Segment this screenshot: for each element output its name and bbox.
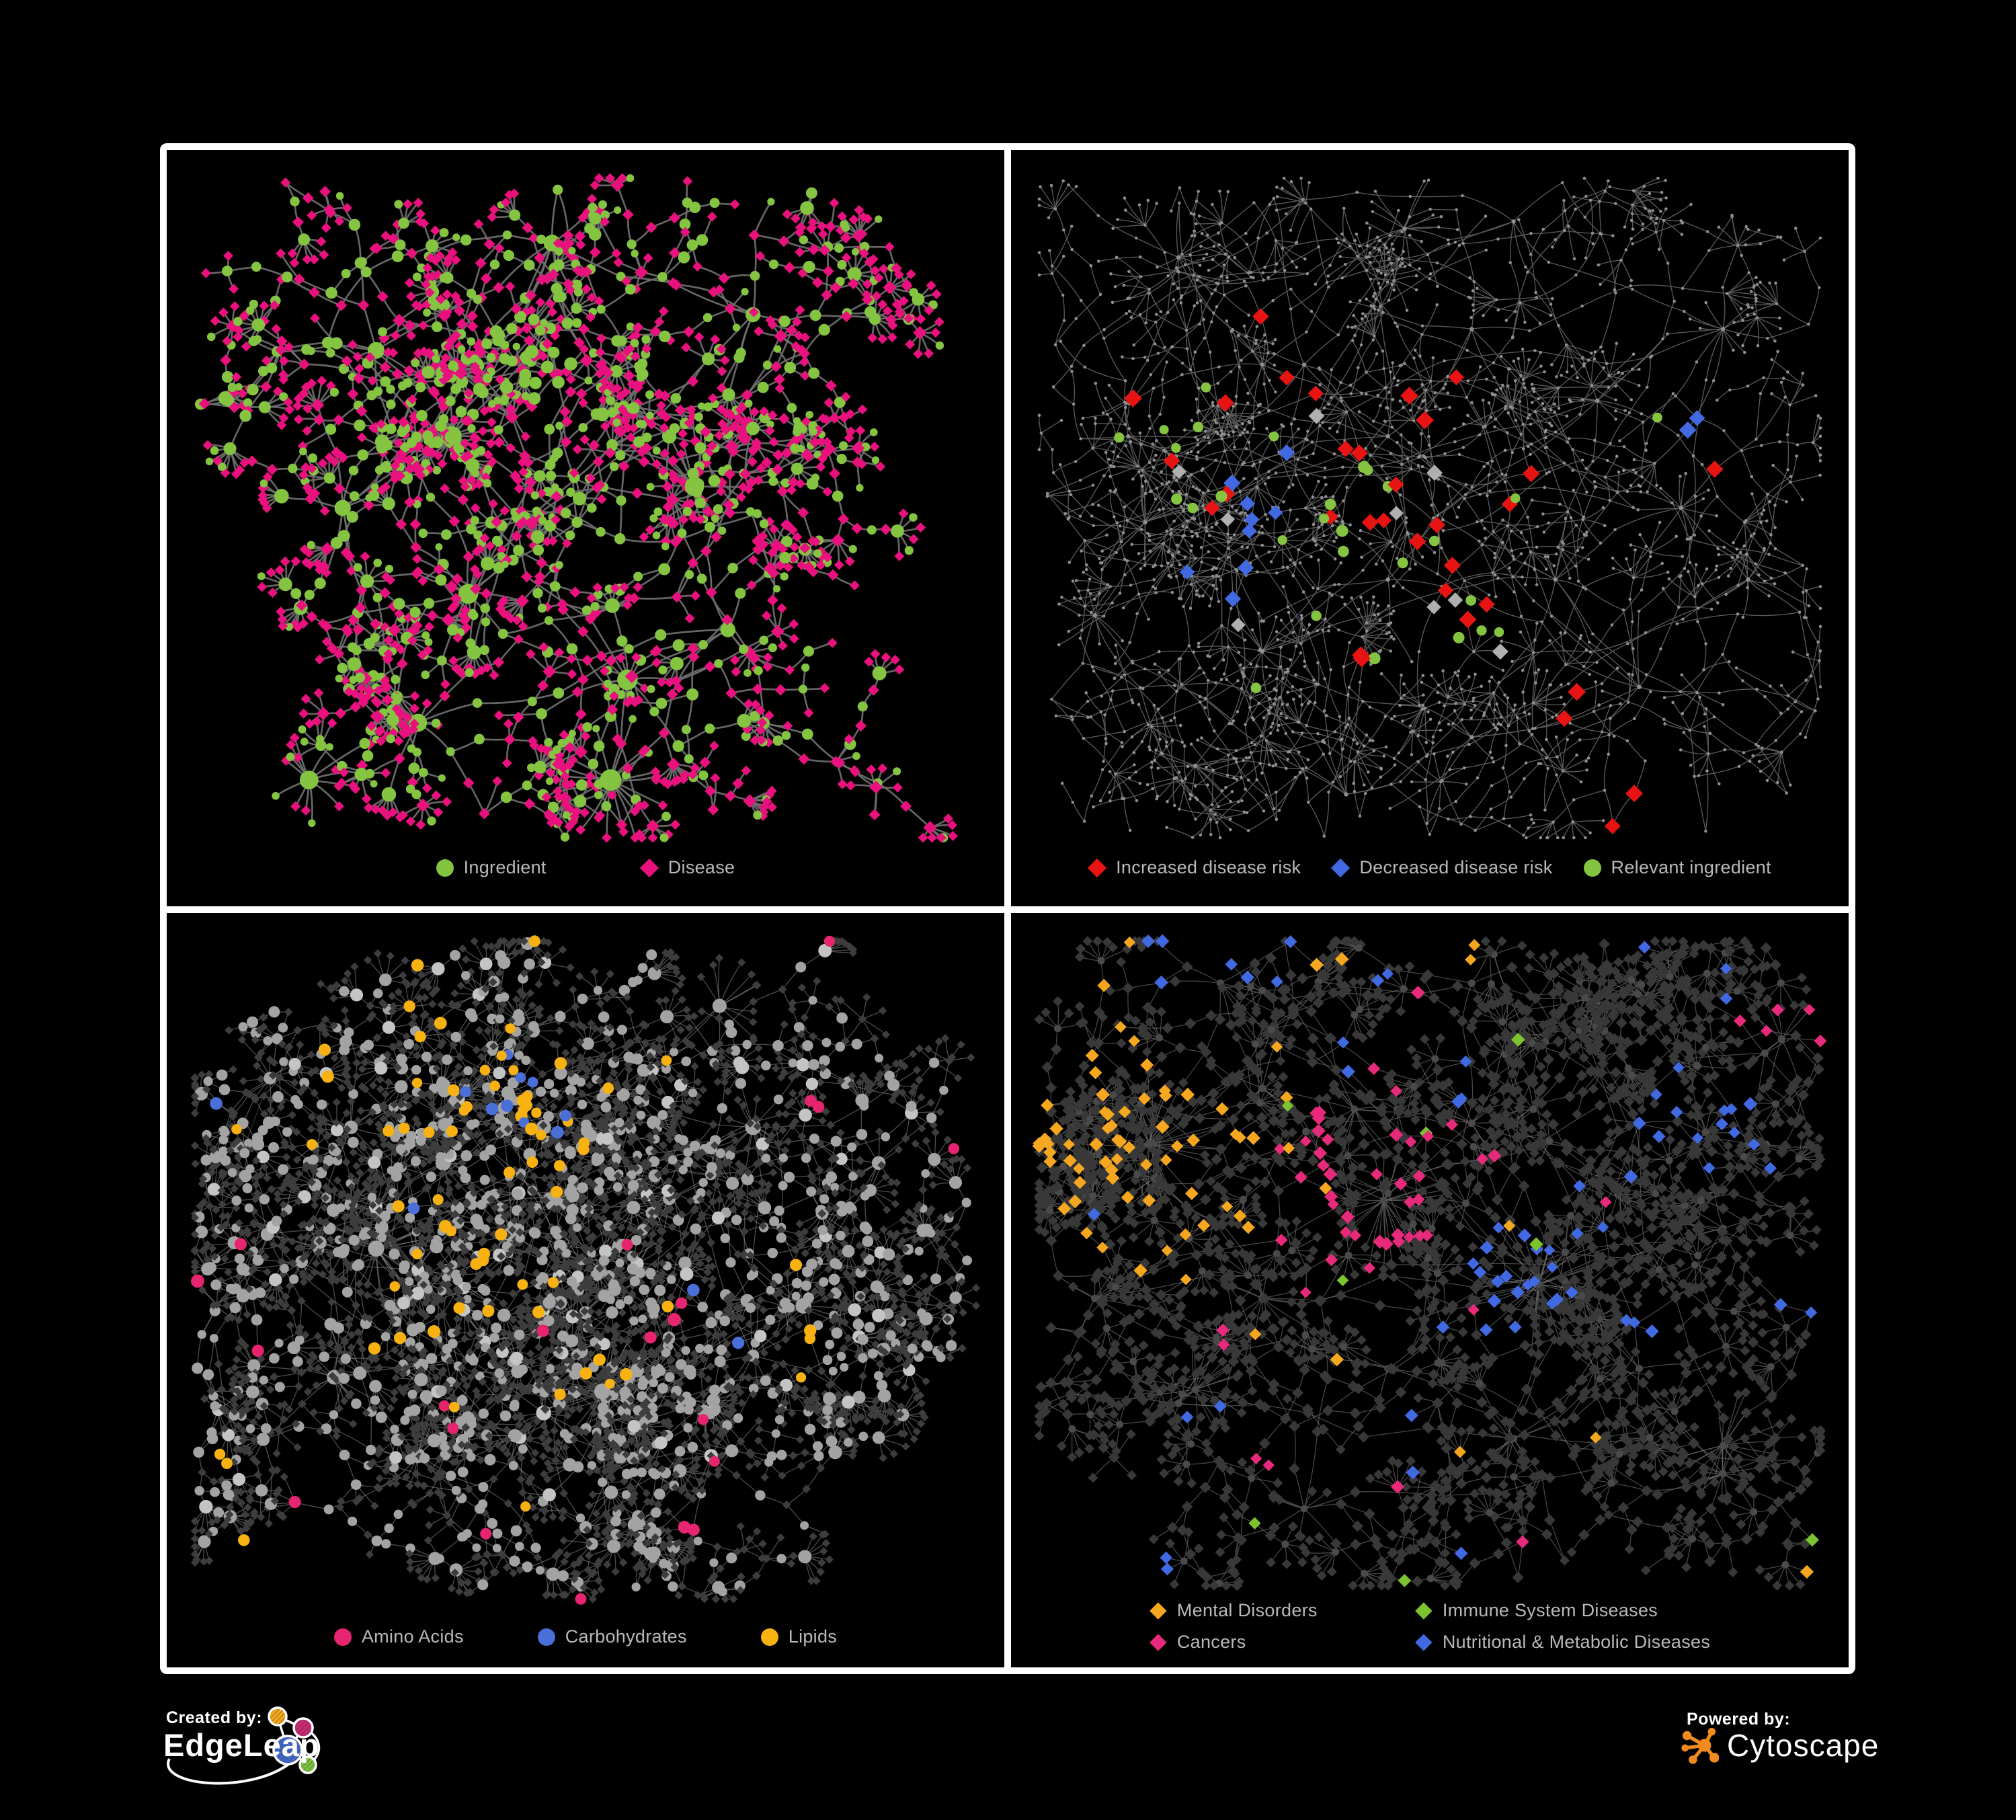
legend-ingredient-disease: Ingredient Disease xyxy=(167,857,1004,878)
created-by-label: Created by: xyxy=(166,1708,262,1728)
nutritional-metabolic-diseases-marker xyxy=(1415,1633,1433,1651)
legend-label: Relevant ingredient xyxy=(1611,857,1771,878)
immune-system-diseases-marker xyxy=(1415,1601,1433,1620)
nutrient-class-network-graph xyxy=(190,935,981,1605)
legend-nutrient-classes: Amino Acids Carbohydrates Lipids xyxy=(167,1626,1004,1647)
legend-label: Mental Disorders xyxy=(1177,1600,1318,1621)
edgeleap-swoosh xyxy=(167,1758,292,1785)
legend-label: Lipids xyxy=(789,1626,837,1647)
mental-disorders-marker xyxy=(1150,1601,1167,1620)
legend-item: Carbohydrates xyxy=(537,1626,687,1647)
amino-acids-marker xyxy=(333,1628,352,1646)
legend-label: Increased disease risk xyxy=(1116,857,1301,878)
legend-disease-classes: Mental Disorders Immune System Diseases … xyxy=(1150,1600,1710,1653)
legend-label: Amino Acids xyxy=(362,1626,464,1647)
increased-risk-marker xyxy=(1087,858,1107,877)
carbohydrates-marker xyxy=(537,1628,555,1646)
relevant-ingredient-marker xyxy=(1583,859,1601,877)
legend-item: Increased disease risk xyxy=(1087,857,1301,878)
edgeleap-node-green xyxy=(298,1755,317,1774)
legend-item: Amino Acids xyxy=(333,1626,464,1647)
panel-disease-risk: Increased disease risk Decreased disease… xyxy=(1011,150,1849,906)
lipids-marker xyxy=(760,1628,778,1646)
edgeleap-wordmark: EdgeLeap xyxy=(163,1727,320,1764)
decreased-risk-marker xyxy=(1331,858,1350,877)
edgeleap-logo xyxy=(167,1706,321,1785)
edgeleap-node-blue xyxy=(272,1735,303,1766)
four-panel-frame: Ingredient Disease Increased disease ris… xyxy=(160,143,1855,1674)
cytoscape-wordmark: Cytoscape xyxy=(1727,1727,1879,1764)
disease-risk-network-graph xyxy=(1037,176,1822,840)
disease-marker xyxy=(639,858,659,877)
edgeleap-node-magenta xyxy=(292,1717,314,1739)
panel-ingredient-disease: Ingredient Disease xyxy=(167,150,1004,906)
legend-label: Disease xyxy=(668,857,735,878)
powered-by-label: Powered by: xyxy=(1687,1710,1790,1729)
ingredient-disease-network-graph xyxy=(194,173,959,843)
disease-class-network-graph xyxy=(1032,934,1827,1591)
ingredient-marker xyxy=(436,859,454,877)
legend-disease-risk: Increased disease risk Decreased disease… xyxy=(1011,857,1849,878)
legend-item: Immune System Diseases xyxy=(1415,1600,1710,1621)
legend-item: Cancers xyxy=(1150,1632,1415,1653)
panel-nutrient-classes: Amino Acids Carbohydrates Lipids xyxy=(167,913,1004,1667)
legend-item: Nutritional & Metabolic Diseases xyxy=(1415,1632,1710,1653)
legend-label: Nutritional & Metabolic Diseases xyxy=(1443,1632,1710,1653)
panel-disease-classes: Mental Disorders Immune System Diseases … xyxy=(1011,913,1849,1667)
cytoscape-icon xyxy=(1681,1727,1719,1764)
legend-item: Ingredient xyxy=(436,857,547,878)
cytoscape-brand-row: Cytoscape xyxy=(1680,1726,1879,1765)
legend-item: Lipids xyxy=(760,1626,837,1647)
legend-item: Disease xyxy=(639,857,735,878)
legend-label: Immune System Diseases xyxy=(1443,1600,1658,1621)
legend-label: Ingredient xyxy=(464,857,547,878)
legend-label: Carbohydrates xyxy=(565,1626,687,1647)
cancers-marker xyxy=(1150,1633,1167,1651)
legend-item: Mental Disorders xyxy=(1150,1600,1415,1621)
legend-label: Decreased disease risk xyxy=(1359,857,1552,878)
legend-item: Decreased disease risk xyxy=(1331,857,1552,878)
legend-label: Cancers xyxy=(1177,1632,1246,1653)
legend-item: Relevant ingredient xyxy=(1583,857,1771,878)
edgeleap-node-orange xyxy=(268,1706,288,1727)
